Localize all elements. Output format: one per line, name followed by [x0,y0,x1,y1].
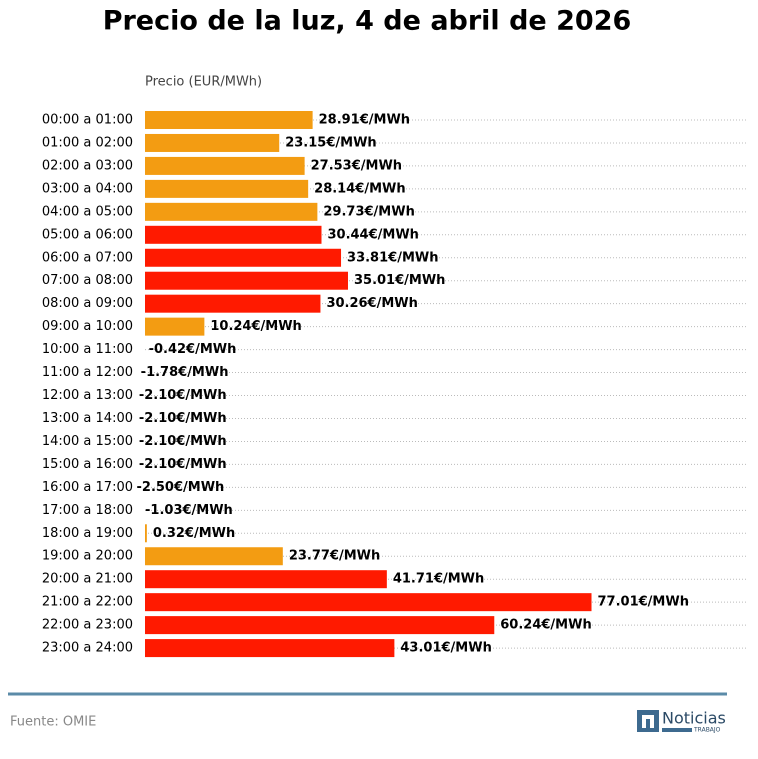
y-tick-label: 10:00 a 11:00 [42,342,133,357]
value-label: 23.15€/MWh [285,135,376,150]
bar [145,524,147,543]
value-label: 27.53€/MWh [311,158,402,173]
y-tick-label: 09:00 a 10:00 [42,319,133,334]
y-tick-label: 11:00 a 12:00 [42,365,133,380]
bars [143,111,592,658]
logo-subtext: TRABAJO [693,727,721,734]
value-label: 35.01€/MWh [354,273,445,288]
value-label: 33.81€/MWh [347,250,438,265]
bar [145,111,313,129]
y-tick-label: 14:00 a 15:00 [42,434,133,449]
y-tick-label: 06:00 a 07:00 [42,250,133,265]
y-tick-label: 18:00 a 19:00 [42,526,133,541]
y-tick-label: 21:00 a 22:00 [42,595,133,610]
bar [145,294,321,313]
value-label: 0.32€/MWh [153,526,235,541]
y-tick-label: 20:00 a 21:00 [42,572,133,587]
value-label: 10.24€/MWh [210,319,301,334]
bar [145,133,280,152]
value-label: 60.24€/MWh [500,618,591,633]
logo-glyph [642,715,654,728]
y-tick-label: 12:00 a 13:00 [42,388,133,403]
bar [145,179,309,198]
value-label: 77.01€/MWh [598,595,689,610]
value-label: -1.78€/MWh [141,365,229,380]
value-label: -2.10€/MWh [139,434,227,449]
value-label: -1.03€/MWh [145,503,233,518]
y-tick-label: 05:00 a 06:00 [42,227,133,242]
logo-text: Noticias [662,709,726,728]
grid [145,119,748,649]
value-label: 28.14€/MWh [314,181,405,196]
bar [145,547,283,566]
value-label: 28.91€/MWh [319,113,410,128]
bar [145,202,318,221]
y-tick-label: 08:00 a 09:00 [42,296,133,311]
source: Fuente: OMIE [10,715,96,730]
y-tick-label: 13:00 a 14:00 [42,411,133,426]
value-label: 43.01€/MWh [400,641,491,656]
bar [145,616,495,635]
y-tick-label: 16:00 a 17:00 [42,480,133,495]
logo-icon [637,710,659,732]
value-label: 30.44€/MWh [327,227,418,242]
bar [145,271,348,290]
bar [145,225,322,244]
y-tick-label: 07:00 a 08:00 [42,273,133,288]
logo-bar [662,728,692,732]
y-tick-label: 17:00 a 18:00 [42,503,133,518]
value-label: 23.77€/MWh [289,549,380,564]
y-tick-label: 03:00 a 04:00 [42,181,133,196]
chart-title: Precio de la luz, 4 de abril de 2026 [103,6,632,37]
bar [145,156,305,175]
axis-label: Precio (EUR/MWh) [145,75,262,90]
y-tick-label: 22:00 a 23:00 [42,618,133,633]
value-label: -2.10€/MWh [139,457,227,472]
bar [145,639,395,658]
value-label: -2.50€/MWh [137,480,225,495]
y-tick-label: 02:00 a 03:00 [42,158,133,173]
y-tick-label: 04:00 a 05:00 [42,204,133,219]
y-tick-label: 19:00 a 20:00 [42,549,133,564]
value-label: 41.71€/MWh [393,572,484,587]
bar [145,317,205,336]
bar [143,341,145,359]
value-label: 30.26€/MWh [326,296,417,311]
y-tick-label: 00:00 a 01:00 [42,113,133,128]
bar [145,593,592,612]
value-label: -0.42€/MWh [149,342,237,357]
value-label: -2.10€/MWh [139,388,227,403]
y-tick-label: 23:00 a 24:00 [42,641,133,656]
bar [145,248,342,267]
value-label: -2.10€/MWh [139,411,227,426]
y-tick-label: 15:00 a 16:00 [42,457,133,472]
y-tick-label: 01:00 a 02:00 [42,135,133,150]
value-label: 29.73€/MWh [323,204,414,219]
bar [145,570,387,589]
